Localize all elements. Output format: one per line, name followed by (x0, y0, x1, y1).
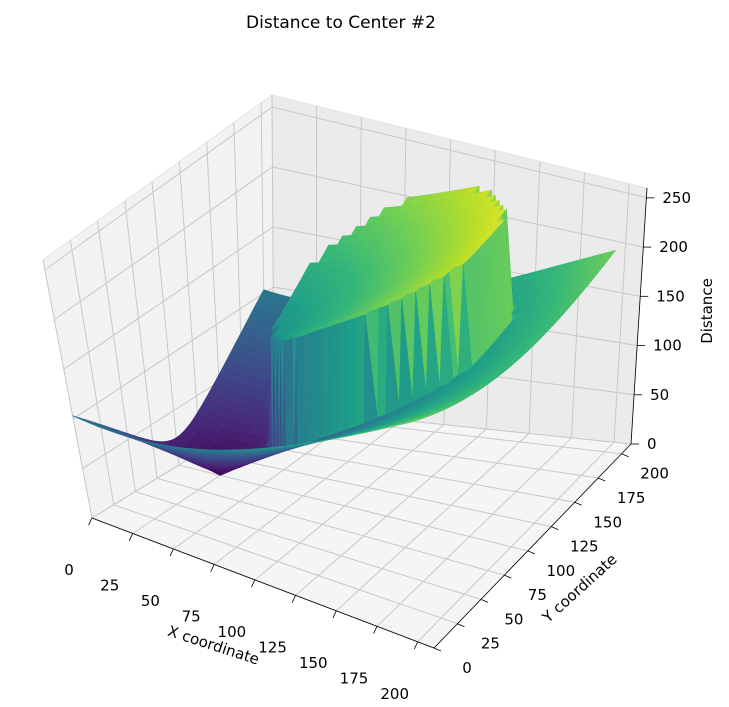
x-tick-mark (332, 610, 337, 619)
x-tick-mark (373, 626, 378, 634)
x-tick-mark (251, 579, 256, 588)
surface-facet (403, 419, 418, 425)
y-tick-label: 125 (570, 538, 599, 556)
x-tick-label: 125 (258, 638, 287, 656)
z-tick-label: 200 (659, 238, 688, 256)
y-tick-label: 25 (481, 635, 500, 653)
surface-facet (304, 331, 315, 445)
x-tick-mark (413, 641, 419, 650)
y-tick-label: 100 (546, 562, 575, 580)
x-tick-label: 25 (100, 576, 119, 594)
y-tick-mark (551, 526, 559, 530)
y-tick-mark (504, 574, 512, 579)
x-tick-label: 175 (340, 669, 369, 687)
x-axis-ticks: 0 25 50 75 100 125 150 175 200 (64, 517, 419, 703)
surface-facet (355, 314, 366, 428)
surface-facet (338, 320, 349, 433)
x-tick-label: 200 (380, 685, 409, 703)
surface-facet (346, 317, 357, 430)
y-tick-label: 175 (617, 489, 646, 507)
x-tick-label: 75 (182, 607, 201, 625)
chart-title: Distance to Center #2 (246, 13, 436, 33)
y-tick-mark (433, 647, 442, 652)
z-axis-ticks: 0 50 100 150 200 250 (631, 189, 691, 453)
y-tick-label: 150 (593, 513, 622, 531)
x-tick-mark (88, 517, 93, 526)
x-tick-mark (210, 564, 215, 572)
z-tick-label: 50 (650, 386, 669, 404)
surface-mesh (72, 185, 616, 476)
x-tick-mark (169, 548, 174, 557)
y-tick-mark (480, 599, 489, 603)
z-tick-label: 0 (647, 435, 657, 453)
surface-facet (330, 323, 340, 436)
x-tick-label: 150 (299, 654, 328, 672)
surface-facet (321, 325, 332, 439)
x-tick-mark (291, 595, 296, 603)
x-tick-label: 100 (218, 623, 247, 641)
x-axis-label: X coordinate (166, 622, 262, 668)
z-axis-line (630, 187, 648, 445)
y-tick-mark (574, 501, 582, 506)
surface-facet (295, 334, 307, 448)
y-tick-label: 50 (504, 610, 523, 628)
y-tick-label: 200 (640, 465, 669, 483)
y-tick-label: 0 (462, 659, 472, 677)
y-tick-mark (621, 453, 629, 458)
y-tick-mark (457, 623, 465, 628)
surface-facet (312, 328, 323, 442)
y-tick-label: 75 (528, 586, 547, 604)
grid-line-z (63, 226, 641, 370)
z-axis-label: Distance (698, 278, 716, 344)
x-tick-mark (128, 533, 134, 541)
x-tick-label: 50 (141, 592, 160, 610)
z-tick-label: 250 (662, 189, 691, 207)
z-tick-label: 100 (653, 337, 682, 355)
grid-line-z (54, 166, 644, 320)
grid-line-z (44, 106, 647, 271)
x-tick-label: 0 (64, 561, 74, 579)
y-tick-mark (598, 477, 606, 482)
z-tick-label: 150 (656, 287, 685, 305)
y-tick-mark (527, 550, 535, 555)
